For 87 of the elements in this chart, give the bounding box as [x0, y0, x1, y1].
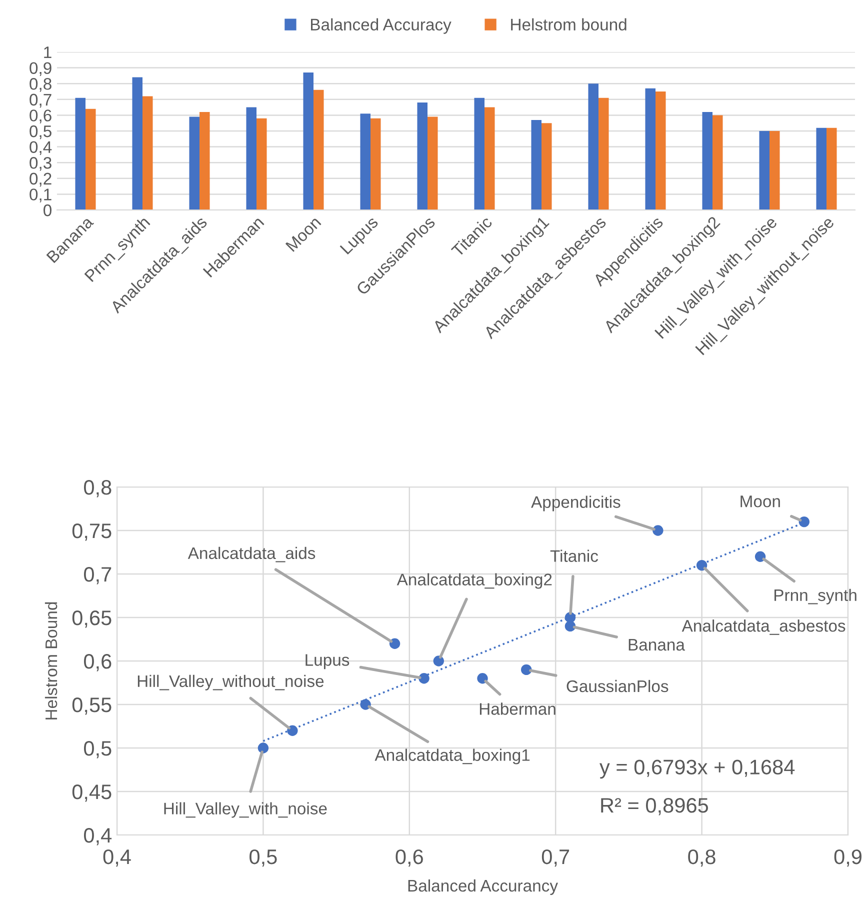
y-tick-label: 0,6 — [30, 110, 52, 124]
bar — [417, 102, 428, 210]
y-tick-label: 0,55 — [72, 698, 112, 715]
bar — [770, 131, 780, 210]
y-tick-label: 0,4 — [84, 828, 112, 846]
x-tick-label: 0,9 — [834, 849, 862, 867]
point — [696, 560, 708, 571]
point — [389, 638, 400, 649]
x-tick-label: 0,6 — [396, 849, 423, 867]
annotation: Hill_Valley_with_noise — [164, 802, 327, 818]
y-tick-label: 0,65 — [72, 610, 112, 628]
bar — [200, 112, 210, 210]
bar — [303, 72, 314, 210]
y-tick-label: 0,75 — [72, 524, 112, 541]
bar — [428, 116, 438, 210]
bar — [759, 131, 770, 210]
bar — [702, 112, 712, 210]
bar — [816, 128, 826, 210]
annotation: Analcatdata_boxing2 — [396, 573, 552, 589]
bar — [645, 88, 656, 210]
point — [287, 725, 298, 736]
x-tick-label: 0,4 — [103, 849, 131, 867]
point — [798, 516, 810, 528]
y-tick-label: 0,1 — [30, 188, 52, 202]
bar — [826, 128, 837, 210]
bar — [189, 116, 200, 210]
bar — [314, 90, 324, 210]
bar — [656, 92, 666, 210]
bar — [712, 115, 723, 210]
annotation: Lupus — [306, 654, 350, 670]
bar — [360, 114, 370, 210]
point — [258, 742, 269, 754]
point — [360, 699, 371, 710]
annotation: Hill_Valley_without_noise — [138, 674, 324, 690]
bar — [246, 107, 256, 210]
y-tick-label: 0,45 — [72, 784, 112, 802]
annotation: Banana — [628, 639, 685, 651]
annotation: Analcatdata_asbestos — [682, 620, 846, 635]
point — [418, 673, 430, 684]
bar — [75, 98, 86, 210]
y-axis-title: Helstrom Bound — [44, 602, 58, 720]
annotation: Moon — [740, 496, 780, 508]
bar — [86, 108, 96, 210]
y-tick-label: 0,8 — [30, 78, 52, 92]
legend-label: Balanced Accuracy — [311, 18, 452, 34]
point — [477, 673, 488, 684]
legend-label: Helstrom bound — [511, 18, 626, 31]
bar — [132, 77, 142, 210]
bar — [474, 98, 484, 210]
annotation: y = 0,6793x + 0,1684 — [600, 760, 795, 779]
bar — [598, 98, 609, 210]
y-tick-label: 0,8 — [84, 480, 112, 498]
y-tick-label: 1 — [44, 46, 52, 58]
annotation: Titanic — [550, 550, 598, 562]
bar — [531, 120, 542, 210]
point — [521, 664, 532, 676]
point — [652, 525, 664, 536]
y-tick-label: 0,7 — [84, 567, 112, 584]
y-tick-label: 0,9 — [30, 62, 52, 76]
annotation: GaussianPlos — [566, 680, 668, 692]
y-tick-label: 0,7 — [30, 94, 52, 108]
y-tick-label: 0 — [44, 204, 52, 216]
bar — [484, 107, 495, 210]
bar — [142, 96, 153, 210]
annotation: Analcatdata_boxing1 — [374, 748, 530, 764]
bar — [588, 84, 598, 210]
y-tick-label: 0,5 — [84, 741, 112, 758]
point — [754, 551, 766, 562]
bar — [256, 118, 267, 210]
x-tick-label: 0,7 — [542, 849, 570, 867]
annotation: Haberman — [480, 702, 556, 715]
y-tick-label: 0,4 — [30, 141, 52, 155]
annotation: Prnn_synth — [774, 588, 856, 604]
annotation: R² = 0,8965 — [601, 798, 708, 816]
annotation: Appendicitis — [531, 496, 620, 512]
bar — [370, 118, 381, 210]
bar — [542, 123, 552, 210]
x-tick-label: 0,5 — [250, 849, 277, 867]
y-tick-label: 0,3 — [30, 157, 52, 171]
point — [433, 656, 444, 666]
y-tick-label: 0,2 — [30, 172, 52, 187]
y-tick-label: 0,5 — [30, 125, 52, 140]
point — [564, 612, 576, 623]
x-axis-title: Balanced Accurancy — [408, 879, 558, 895]
y-tick-label: 0,6 — [84, 654, 112, 672]
x-tick-label: 0,8 — [688, 849, 716, 867]
annotation: Analcatdata_aids — [188, 546, 316, 562]
